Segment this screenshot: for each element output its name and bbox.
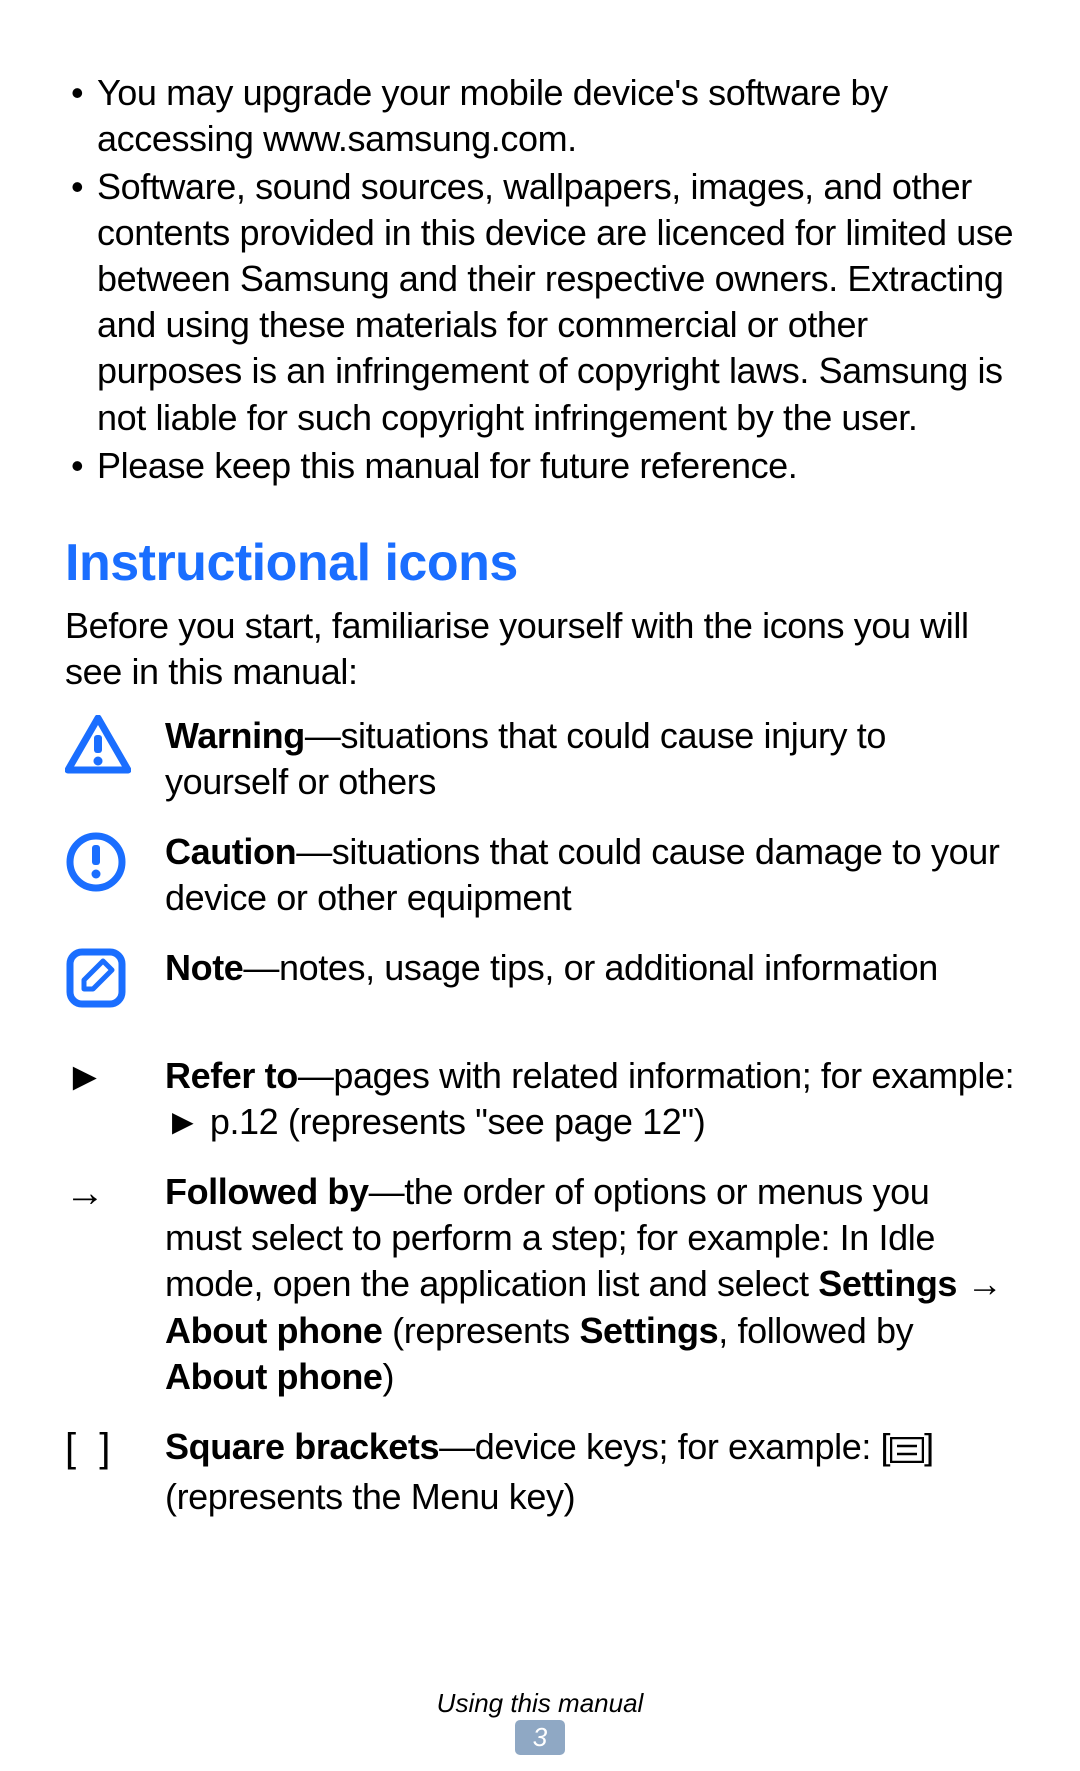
icon-row-warning: Warning—situations that could cause inju… xyxy=(65,713,1015,805)
bullet-item: Please keep this manual for future refer… xyxy=(65,443,1015,489)
followed-symbol: → xyxy=(65,1169,165,1213)
warning-text: Warning—situations that could cause inju… xyxy=(165,713,1015,805)
caution-icon xyxy=(65,829,165,893)
refer-label: Refer to xyxy=(165,1055,298,1096)
followed-label: Followed by xyxy=(165,1171,369,1212)
followed-text: Followed by—the order of options or menu… xyxy=(165,1169,1015,1399)
note-icon xyxy=(65,945,165,1009)
page-number: 3 xyxy=(0,1720,1080,1755)
brackets-text: Square brackets—device keys; for example… xyxy=(165,1424,1015,1520)
bullet-item: You may upgrade your mobile device's sof… xyxy=(65,70,1015,162)
icon-row-brackets: [ ] Square brackets—device keys; for exa… xyxy=(65,1424,1015,1520)
section-heading: Instructional icons xyxy=(65,533,1015,593)
menu-key-icon xyxy=(890,1428,924,1474)
note-text: Note—notes, usage tips, or additional in… xyxy=(165,945,1015,991)
warning-icon xyxy=(65,713,165,775)
icon-row-note: Note—notes, usage tips, or additional in… xyxy=(65,945,1015,1009)
brackets-label: Square brackets xyxy=(165,1426,439,1467)
warning-label: Warning xyxy=(165,715,305,756)
icon-row-refer: ► Refer to—pages with related informatio… xyxy=(65,1053,1015,1145)
note-label: Note xyxy=(165,947,243,988)
caution-text: Caution—situations that could cause dama… xyxy=(165,829,1015,921)
brackets-symbol: [ ] xyxy=(65,1424,165,1468)
icon-row-caution: Caution—situations that could cause dama… xyxy=(65,829,1015,921)
intro-bullet-list: You may upgrade your mobile device's sof… xyxy=(65,70,1015,489)
refer-text: Refer to—pages with related information;… xyxy=(165,1053,1015,1145)
manual-page: You may upgrade your mobile device's sof… xyxy=(0,0,1080,1771)
refer-symbol: ► xyxy=(65,1053,165,1097)
bullet-item: Software, sound sources, wallpapers, ima… xyxy=(65,164,1015,440)
caution-label: Caution xyxy=(165,831,296,872)
icon-row-followed: → Followed by—the order of options or me… xyxy=(65,1169,1015,1399)
footer-text: Using this manual xyxy=(0,1688,1080,1719)
page-number-badge: 3 xyxy=(515,1720,565,1755)
section-intro: Before you start, familiarise yourself w… xyxy=(65,603,1015,695)
